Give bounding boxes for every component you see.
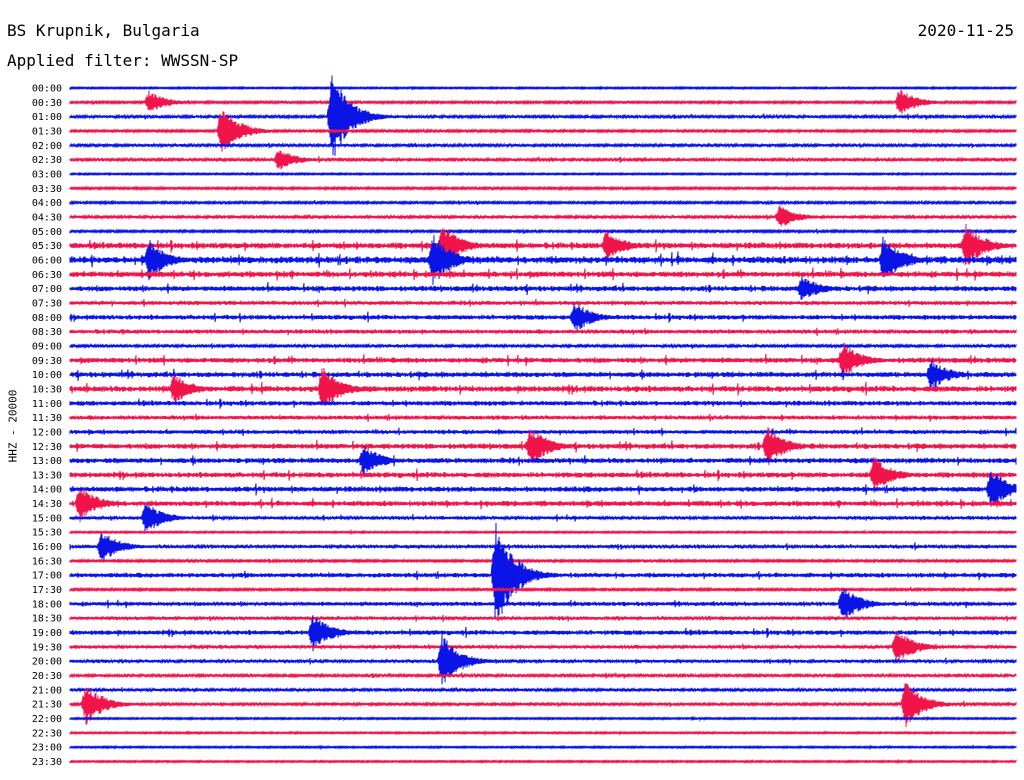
time-label: 02:30 [32, 155, 62, 166]
time-label: 09:00 [32, 341, 62, 352]
seismic-trace [69, 327, 1017, 336]
seismic-trace [69, 457, 1017, 493]
seismic-trace [69, 683, 1017, 728]
seismic-trace [69, 686, 1017, 694]
seismic-trace [69, 298, 1017, 308]
time-label: 19:00 [32, 628, 62, 639]
time-label: 21:00 [32, 685, 62, 696]
time-label: 16:30 [32, 556, 62, 567]
seismic-trace [69, 631, 1017, 663]
seismic-trace [69, 398, 1017, 409]
seismic-trace [69, 615, 1017, 652]
seismic-trace [69, 522, 1017, 622]
seismic-trace [69, 528, 1017, 536]
seismic-trace [69, 758, 1017, 765]
seismic-trace [69, 715, 1017, 722]
filter-label: Applied filter: WWSSN-SP [7, 51, 239, 70]
seismic-trace [69, 235, 1017, 285]
time-label: 00:00 [32, 84, 62, 95]
seismic-trace [69, 223, 1017, 268]
time-label: 00:30 [32, 98, 62, 109]
seismic-trace [69, 171, 1017, 178]
time-label: 05:30 [32, 241, 62, 252]
seismic-trace [69, 672, 1017, 679]
seismic-trace [69, 533, 1017, 561]
time-label: 12:00 [32, 427, 62, 438]
seismic-trace [69, 303, 1017, 332]
time-label: 14:00 [32, 485, 62, 496]
time-label: 09:30 [32, 356, 62, 367]
time-label: 03:30 [32, 184, 62, 195]
seismic-trace [69, 427, 1017, 437]
seismic-trace [69, 205, 1017, 227]
time-label: 01:00 [32, 112, 62, 123]
time-label: 19:30 [32, 642, 62, 653]
seismic-trace [69, 85, 1017, 91]
time-label: 11:30 [32, 413, 62, 424]
seismic-trace [69, 150, 1017, 170]
time-label: 08:30 [32, 327, 62, 338]
seismic-trace [69, 342, 1017, 350]
time-label: 22:00 [32, 714, 62, 725]
seismic-trace [69, 413, 1017, 422]
time-label: 05:00 [32, 227, 62, 238]
time-label: 22:30 [32, 728, 62, 739]
time-label: 06:00 [32, 255, 62, 266]
seismic-trace [69, 267, 1017, 281]
seismic-trace [69, 342, 1017, 378]
time-label: 21:30 [32, 700, 62, 711]
time-label: 10:00 [32, 370, 62, 381]
time-label: 01:30 [32, 126, 62, 137]
seismic-trace [69, 446, 1017, 477]
seismic-trace [69, 142, 1017, 149]
seismic-trace [69, 89, 1017, 114]
date-label: 2020-11-25 [917, 21, 1014, 40]
time-label: 17:30 [32, 585, 62, 596]
seismic-trace [69, 368, 1017, 406]
time-label: 12:30 [32, 442, 62, 453]
seismic-trace [69, 614, 1017, 623]
seismic-trace [69, 185, 1017, 192]
time-label: 18:00 [32, 599, 62, 610]
time-label: 04:30 [32, 212, 62, 223]
seismic-trace [69, 488, 1017, 523]
seismic-trace [69, 111, 1017, 152]
seismic-trace [69, 729, 1017, 737]
time-label: 14:30 [32, 499, 62, 510]
time-label: 07:30 [32, 298, 62, 309]
seismic-trace [69, 586, 1017, 593]
seismic-trace [69, 199, 1017, 206]
seismic-trace [69, 359, 1017, 389]
seismic-trace [69, 227, 1017, 235]
time-label: 15:00 [32, 513, 62, 524]
time-label: 20:00 [32, 657, 62, 668]
time-label: 07:00 [32, 284, 62, 295]
time-label: 23:30 [32, 757, 62, 768]
time-label: 13:00 [32, 456, 62, 467]
time-label: 20:30 [32, 671, 62, 682]
time-label: 11:00 [32, 399, 62, 410]
seismic-trace [69, 427, 1017, 466]
time-label: 10:30 [32, 384, 62, 395]
time-label: 15:30 [32, 528, 62, 539]
seismic-trace [69, 633, 1017, 685]
seismic-trace [69, 557, 1017, 565]
seismic-trace [69, 588, 1017, 618]
time-label: 17:00 [32, 571, 62, 582]
seismic-trace [69, 471, 1017, 507]
seismic-trace [69, 743, 1017, 751]
time-label: 06:30 [32, 270, 62, 281]
seismic-trace [69, 275, 1017, 300]
time-label: 16:00 [32, 542, 62, 553]
station-title: BS Krupnik, Bulgaria [7, 21, 200, 40]
time-label: 02:00 [32, 141, 62, 152]
time-label: 18:30 [32, 614, 62, 625]
time-label: 13:30 [32, 470, 62, 481]
seismic-trace [69, 504, 1017, 531]
time-label: 08:00 [32, 313, 62, 324]
time-label: 04:00 [32, 198, 62, 209]
time-label: 23:00 [32, 743, 62, 754]
time-label: 03:00 [32, 169, 62, 180]
